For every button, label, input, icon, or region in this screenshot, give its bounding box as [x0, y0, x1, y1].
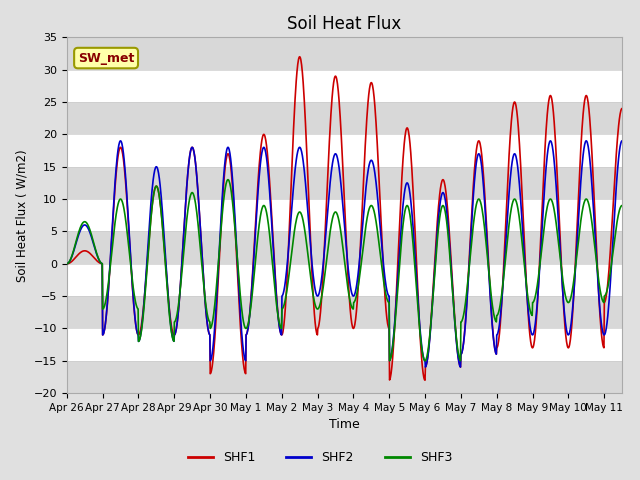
Bar [67, 37, 622, 70]
Bar [67, 167, 622, 199]
Bar [67, 296, 622, 328]
Bar [67, 102, 622, 134]
Bar [67, 231, 622, 264]
Legend: SHF1, SHF2, SHF3: SHF1, SHF2, SHF3 [182, 446, 458, 469]
Text: SW_met: SW_met [78, 51, 134, 65]
Y-axis label: Soil Heat Flux ( W/m2): Soil Heat Flux ( W/m2) [15, 149, 28, 282]
Title: Soil Heat Flux: Soil Heat Flux [287, 15, 401, 33]
Bar [67, 361, 622, 393]
X-axis label: Time: Time [329, 419, 360, 432]
